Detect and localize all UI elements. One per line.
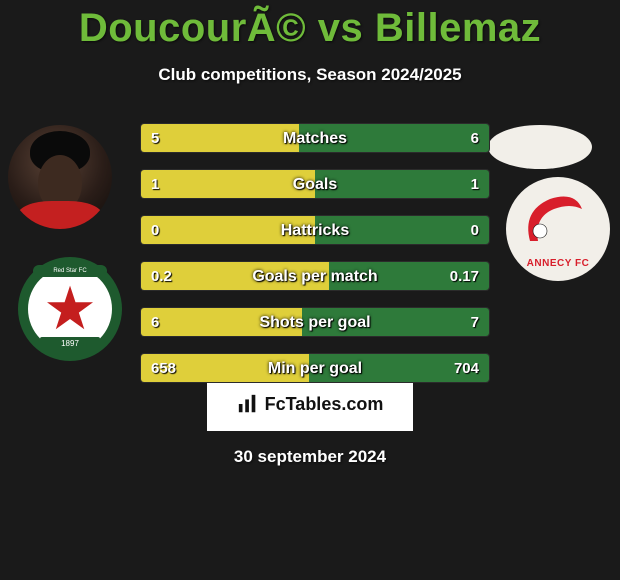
subtitle: Club competitions, Season 2024/2025 [0,65,620,85]
stat-label: Hattricks [141,216,489,244]
stat-value-left: 6 [151,308,159,336]
swoosh-icon [520,191,590,251]
star-icon: ★ [43,279,97,339]
club-left-year: 1897 [40,337,100,351]
stat-row: Matches5 6 [140,123,490,153]
stat-row: Goals1 1 [140,169,490,199]
stat-value-right: 7 [471,308,479,336]
stat-value-right: 6 [471,124,479,152]
club-left-crest: Red Star FC ★ 1897 [18,257,122,361]
stat-label: Shots per goal [141,308,489,336]
club-right-crest: ANNECY FC [506,177,610,281]
club-left-name: Red Star FC [33,265,107,277]
player-right-photo [488,125,592,169]
stat-value-right: 0.17 [450,262,479,290]
player-left-photo [8,125,112,229]
stat-label: Goals [141,170,489,198]
bars-container: Matches5 6 Goals1 1 Hattricks0 0 Goals per mat… [140,123,490,399]
stat-value-right: 0 [471,216,479,244]
stat-label: Matches [141,124,489,152]
comparison-area: Red Star FC ★ 1897 ANNECY FC Matches5 6 Go… [0,107,620,367]
club-right-name: ANNECY FC [506,258,610,269]
stat-label: Min per goal [141,354,489,382]
date-text: 30 september 2024 [0,447,620,467]
stat-value-left: 658 [151,354,176,382]
stat-row: Hattricks0 0 [140,215,490,245]
stat-row: Shots per goal6 7 [140,307,490,337]
stat-value-left: 0 [151,216,159,244]
stat-value-right: 1 [471,170,479,198]
page-title: DoucourÃ© vs Billemaz [0,0,620,51]
stat-label: Goals per match [141,262,489,290]
stat-row: Min per goal658 704 [140,353,490,383]
stat-value-left: 1 [151,170,159,198]
stat-value-left: 0.2 [151,262,172,290]
stat-value-left: 5 [151,124,159,152]
stat-value-right: 704 [454,354,479,382]
stat-row: Goals per match0.2 0.17 [140,261,490,291]
